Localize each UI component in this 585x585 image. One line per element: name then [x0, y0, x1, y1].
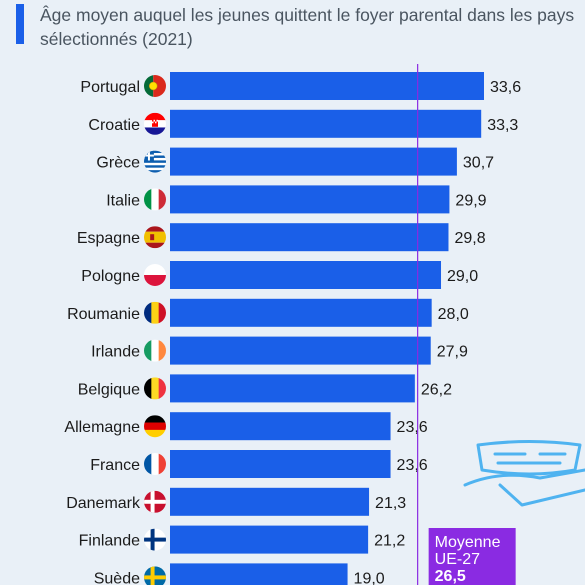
bar-france	[170, 450, 391, 478]
category-label: Grèce	[96, 155, 140, 172]
portugal-flag-icon	[144, 75, 166, 97]
bar-italie	[170, 185, 450, 214]
category-label: France	[90, 457, 140, 474]
category-label: Espagne	[77, 230, 140, 247]
category-label: Irlande	[91, 344, 140, 361]
bar-croatie	[170, 109, 482, 138]
value-label: 27,9	[437, 344, 468, 361]
category-label: Finlande	[79, 533, 140, 550]
poland-flag-icon	[144, 264, 166, 286]
category-label: Danemark	[66, 495, 141, 512]
value-label: 26,2	[421, 381, 452, 398]
value-label: 23,6	[397, 419, 428, 436]
category-label: Suède	[94, 570, 140, 585]
category-label: Belgique	[78, 381, 140, 398]
bar-espagne	[170, 223, 449, 252]
value-label: 33,3	[487, 117, 518, 134]
value-label: 33,6	[490, 79, 521, 96]
average-label-line: Moyenne	[435, 534, 501, 551]
romania-flag-icon	[144, 301, 166, 324]
bar-danemark	[170, 487, 370, 516]
average-label-box	[428, 528, 516, 585]
bar-finlande	[170, 525, 369, 554]
value-label: 29,8	[454, 230, 485, 247]
category-label: Croatie	[88, 117, 140, 134]
chart-subtitle: Âge moyen auquel les jeunes quittent le …	[40, 5, 575, 49]
bar-roumanie	[170, 298, 432, 327]
france-flag-icon	[144, 453, 166, 475]
title-accent-bar	[16, 4, 24, 44]
germany-flag-icon	[144, 415, 166, 438]
bar-grèce	[170, 147, 457, 176]
value-label: 28,0	[438, 306, 469, 323]
category-label: Pologne	[81, 268, 140, 285]
category-label: Allemagne	[64, 419, 140, 436]
finland-flag-icon	[144, 528, 166, 551]
value-label: 19,0	[354, 570, 385, 585]
croatia-flag-icon	[144, 112, 166, 135]
bar-belgique	[170, 374, 415, 403]
bar-portugal	[170, 72, 484, 100]
bar-suède	[170, 563, 348, 585]
value-label: 23,6	[397, 457, 428, 474]
belgium-flag-icon	[144, 377, 166, 400]
value-label: 29,0	[447, 268, 478, 285]
category-label: Italie	[106, 192, 140, 209]
value-label: 29,9	[455, 192, 486, 209]
bar-allemagne	[170, 412, 391, 441]
bar-pologne	[170, 261, 442, 289]
spain-flag-icon	[144, 226, 166, 249]
category-label: Roumanie	[67, 306, 140, 323]
value-label: 30,7	[463, 155, 494, 172]
average-label-line: UE-27	[435, 551, 480, 568]
value-label: 21,3	[375, 495, 406, 512]
bar-irlande	[170, 336, 431, 365]
greece-flag-icon	[144, 150, 166, 173]
average-label-line: 26,5	[435, 568, 466, 585]
italy-flag-icon	[144, 188, 166, 211]
value-label: 21,2	[374, 533, 405, 550]
denmark-flag-icon	[144, 490, 166, 513]
ireland-flag-icon	[144, 339, 166, 362]
sweden-flag-icon	[144, 566, 166, 585]
decorative-illustration-icon	[463, 440, 585, 507]
category-label: Portugal	[80, 79, 140, 96]
